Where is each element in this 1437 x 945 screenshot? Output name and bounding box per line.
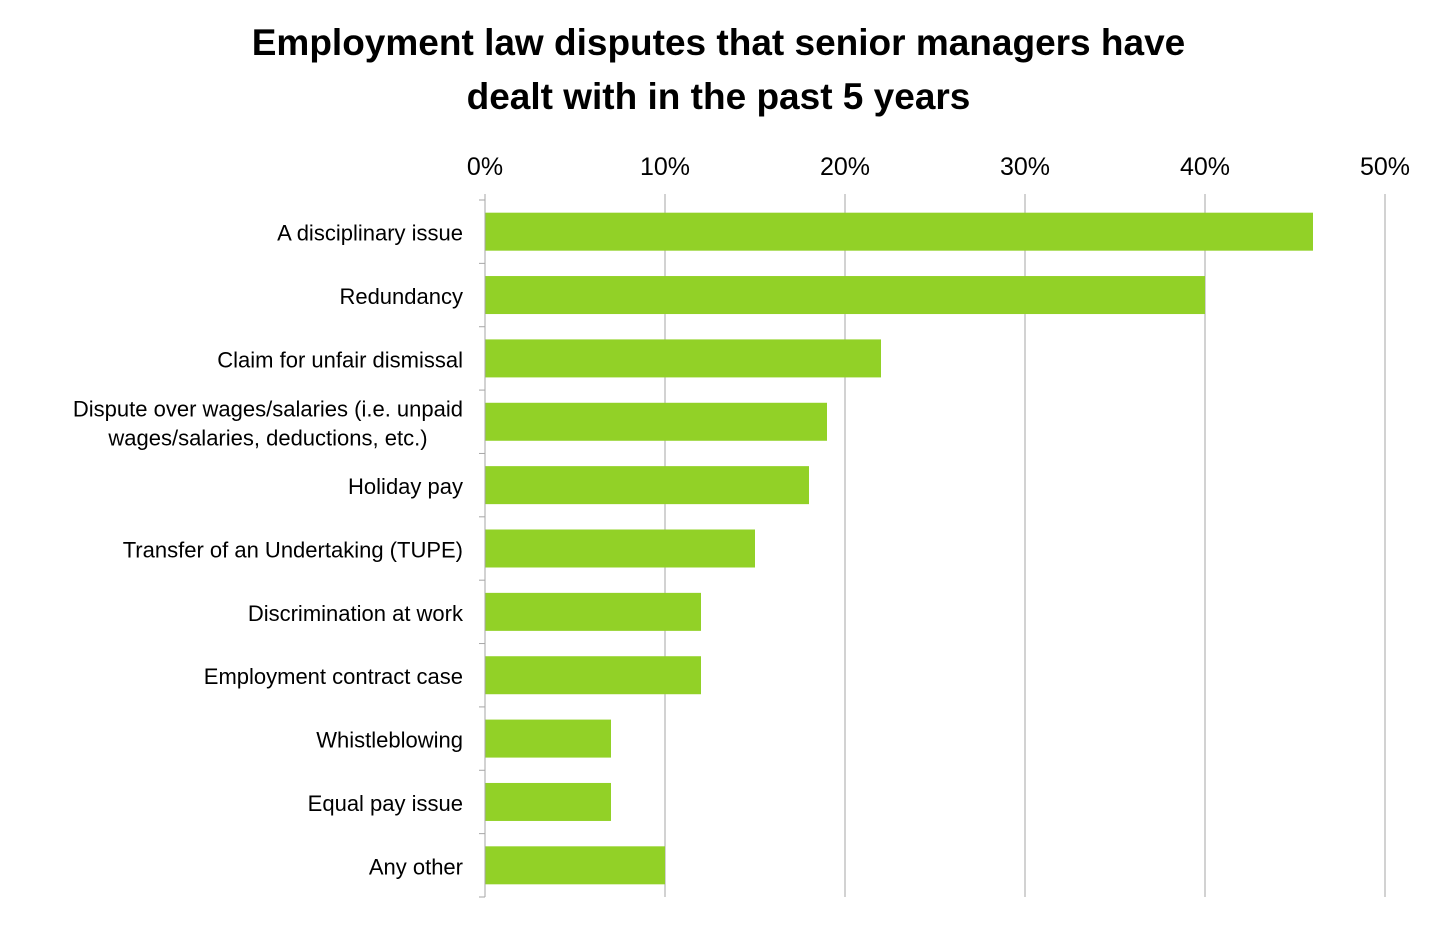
category-label-3-line-1: Dispute over wages/salaries (i.e. unpaid — [73, 396, 463, 421]
bar-5 — [485, 529, 755, 568]
chart-title: Employment law disputes that senior mana… — [0, 16, 1437, 124]
bar-6 — [485, 592, 701, 631]
category-label-3-line-2: wages/salaries, deductions, etc.) — [107, 425, 427, 450]
bar-3 — [485, 402, 827, 441]
category-label-4: Holiday pay — [348, 474, 463, 499]
x-tick-label-1: 10% — [640, 153, 690, 181]
category-label-10: Any other — [369, 854, 463, 879]
category-label-5: Transfer of an Undertaking (TUPE) — [123, 538, 463, 563]
chart-title-line-1: Employment law disputes that senior mana… — [251, 22, 1186, 63]
x-tick-label-4: 40% — [1180, 153, 1230, 181]
x-tick-label-2: 20% — [820, 153, 870, 181]
x-tick-label-0: 0% — [467, 153, 503, 181]
category-label-8: Whistleblowing — [316, 728, 463, 753]
category-label-0: A disciplinary issue — [277, 221, 463, 246]
category-label-1: Redundancy — [339, 284, 463, 309]
x-tick-label-5: 50% — [1360, 153, 1410, 181]
chart-title-line-2: dealt with in the past 5 years — [466, 76, 971, 117]
bar-4 — [485, 466, 809, 505]
category-label-6: Discrimination at work — [248, 601, 464, 626]
bar-2 — [485, 339, 881, 378]
category-label-9: Equal pay issue — [308, 791, 463, 816]
category-label-7: Employment contract case — [204, 664, 463, 689]
bar-0 — [485, 212, 1313, 251]
bar-8 — [485, 719, 611, 758]
bar-9 — [485, 782, 611, 821]
x-tick-label-3: 30% — [1000, 153, 1050, 181]
bar-1 — [485, 276, 1205, 315]
category-label-2: Claim for unfair dismissal — [217, 347, 463, 372]
bar-7 — [485, 656, 701, 695]
bar-10 — [485, 846, 665, 885]
